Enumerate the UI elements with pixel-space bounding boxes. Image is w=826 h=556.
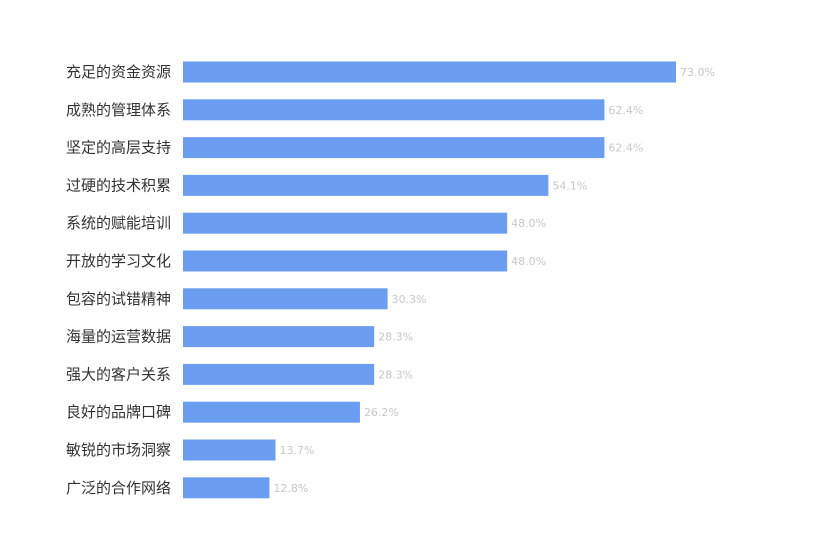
category-label: 海量的运营数据 [66,328,171,346]
bar [183,401,360,423]
value-label: 48.0% [511,255,546,268]
category-label: 包容的试错精神 [66,290,171,308]
value-label: 48.0% [511,217,546,230]
value-label: 28.3% [378,368,413,381]
category-label: 良好的品牌口碑 [66,403,171,421]
bar [183,174,549,196]
value-label: 12.8% [273,482,308,495]
bar [183,326,375,348]
bar [183,61,676,83]
bar [183,212,508,234]
bar [183,477,270,499]
bar [183,439,276,461]
bar [183,250,508,272]
value-label: 62.4% [608,104,643,117]
bar [183,288,388,310]
category-label: 开放的学习文化 [66,252,171,270]
value-label: 28.3% [378,331,413,344]
category-label: 广泛的合作网络 [66,479,171,497]
category-label: 坚定的高层支持 [66,139,171,157]
bar [183,137,605,159]
bar [183,99,605,121]
category-label: 成熟的管理体系 [66,101,171,119]
value-label: 30.3% [392,293,427,306]
bar [183,363,375,385]
value-label: 62.4% [608,142,643,155]
category-label: 过硬的技术积累 [66,176,171,194]
value-label: 13.7% [280,444,315,457]
category-label: 充足的资金资源 [66,63,171,81]
value-label: 54.1% [552,179,587,192]
value-label: 26.2% [364,406,399,419]
category-label: 系统的赋能培训 [66,214,171,232]
value-label: 73.0% [680,66,715,79]
category-label: 敏锐的市场洞察 [66,441,171,459]
category-label: 强大的客户关系 [66,365,171,383]
